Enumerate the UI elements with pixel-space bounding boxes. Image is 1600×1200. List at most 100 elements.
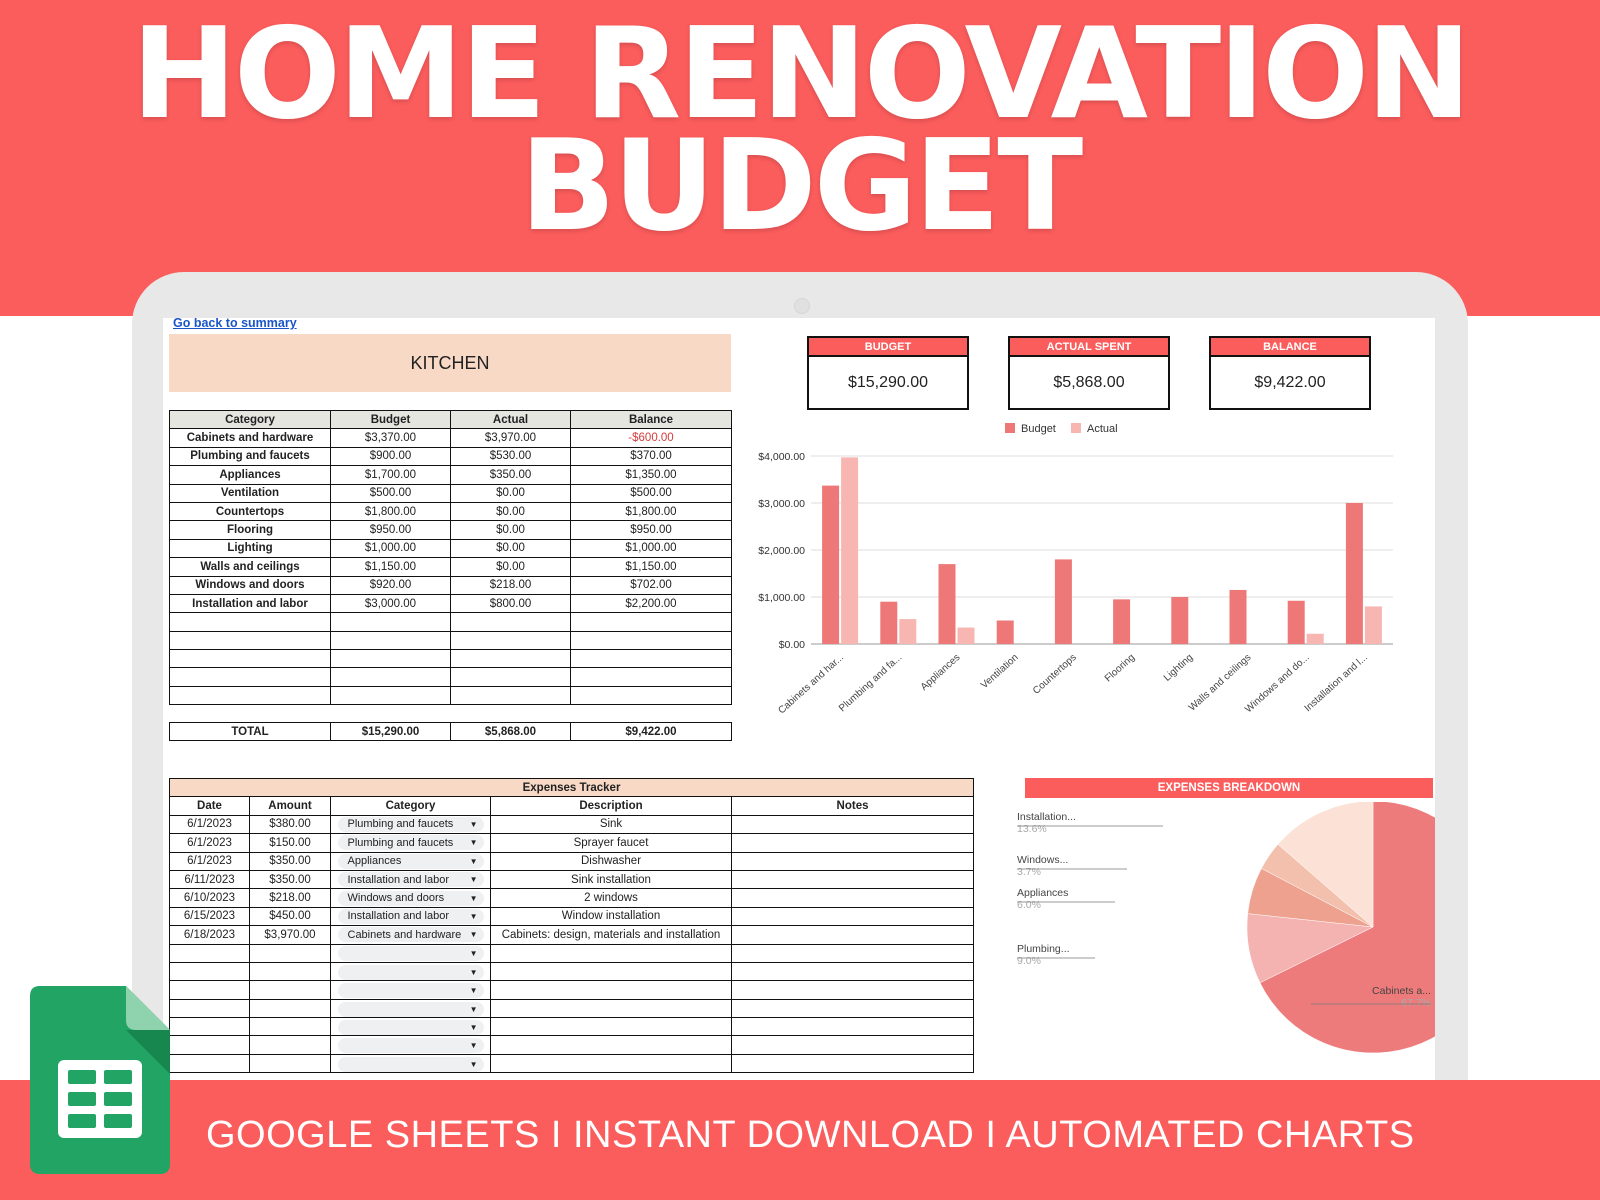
bar-budget[interactable] bbox=[1229, 589, 1247, 644]
actual-cell[interactable]: $350.00 bbox=[450, 465, 571, 485]
pie-slice[interactable] bbox=[1277, 802, 1374, 928]
empty-cell[interactable] bbox=[169, 667, 331, 687]
total-budget[interactable]: $15,290.00 bbox=[330, 721, 451, 742]
description-cell[interactable]: Sink bbox=[490, 814, 732, 835]
date-cell[interactable]: 6/1/2023 bbox=[169, 814, 250, 835]
empty-cell[interactable] bbox=[249, 998, 331, 1019]
bar-actual[interactable] bbox=[957, 627, 975, 644]
empty-cell[interactable] bbox=[730, 1017, 975, 1037]
category-dropdown[interactable]: Installation and labor ▼ bbox=[337, 908, 484, 924]
notes-cell[interactable] bbox=[730, 925, 975, 945]
actual-cell[interactable]: $0.00 bbox=[450, 501, 571, 522]
amount-cell[interactable]: $218.00 bbox=[249, 888, 331, 908]
category-cell[interactable]: Plumbing and faucets bbox=[169, 446, 331, 467]
budget-cell[interactable]: $1,150.00 bbox=[330, 557, 451, 577]
empty-cell[interactable] bbox=[450, 667, 571, 687]
empty-cell[interactable] bbox=[450, 630, 571, 651]
total-balance[interactable]: $9,422.00 bbox=[570, 721, 732, 742]
bar-budget[interactable] bbox=[880, 601, 898, 644]
actual-cell[interactable]: $0.00 bbox=[450, 520, 571, 540]
category-dropdown[interactable]: ▼ bbox=[337, 983, 484, 999]
amount-cell[interactable]: $380.00 bbox=[249, 814, 331, 835]
total-label[interactable]: TOTAL bbox=[169, 721, 331, 742]
empty-cell[interactable] bbox=[169, 1035, 250, 1055]
column-header[interactable]: Description bbox=[490, 796, 732, 816]
empty-cell[interactable] bbox=[169, 1017, 250, 1037]
budget-cell[interactable]: $1,000.00 bbox=[330, 538, 451, 559]
date-cell[interactable]: 6/10/2023 bbox=[169, 888, 250, 908]
empty-cell[interactable] bbox=[570, 667, 732, 687]
bar-budget[interactable] bbox=[822, 485, 840, 644]
description-cell[interactable]: Sprayer faucet bbox=[490, 833, 732, 853]
description-cell[interactable]: Window installation bbox=[490, 906, 732, 927]
column-header[interactable]: Date bbox=[169, 796, 250, 816]
budget-cell[interactable]: $920.00 bbox=[330, 575, 451, 595]
category-cell[interactable]: Countertops bbox=[169, 501, 331, 522]
empty-cell[interactable] bbox=[730, 1053, 975, 1074]
description-cell[interactable]: Sink installation bbox=[490, 869, 732, 890]
empty-cell[interactable] bbox=[490, 1053, 732, 1074]
bar-budget[interactable] bbox=[1345, 503, 1363, 644]
empty-cell[interactable] bbox=[169, 630, 331, 651]
category-dropdown[interactable]: Plumbing and faucets ▼ bbox=[337, 835, 484, 851]
category-dropdown[interactable]: Appliances ▼ bbox=[337, 853, 484, 869]
bar-budget[interactable] bbox=[1287, 600, 1305, 644]
bar-budget[interactable] bbox=[1113, 599, 1131, 644]
empty-cell[interactable] bbox=[169, 961, 250, 982]
balance-cell[interactable]: $1,000.00 bbox=[570, 538, 732, 559]
notes-cell[interactable] bbox=[730, 814, 975, 835]
empty-cell[interactable] bbox=[249, 1017, 331, 1037]
bar-actual[interactable] bbox=[899, 619, 917, 644]
empty-cell[interactable] bbox=[450, 612, 571, 632]
empty-cell[interactable] bbox=[169, 998, 250, 1019]
bar-budget[interactable] bbox=[1054, 559, 1072, 644]
balance-cell[interactable]: $1,800.00 bbox=[570, 501, 732, 522]
description-cell[interactable]: Dishwasher bbox=[490, 851, 732, 871]
empty-cell[interactable] bbox=[570, 612, 732, 632]
empty-cell[interactable] bbox=[730, 961, 975, 982]
empty-cell[interactable] bbox=[169, 980, 250, 1000]
empty-cell[interactable] bbox=[249, 980, 331, 1000]
budget-cell[interactable]: $3,000.00 bbox=[330, 593, 451, 614]
bar-actual[interactable] bbox=[1364, 606, 1382, 644]
empty-cell[interactable] bbox=[490, 980, 732, 1000]
actual-cell[interactable]: $800.00 bbox=[450, 593, 571, 614]
balance-cell[interactable]: $702.00 bbox=[570, 575, 732, 595]
balance-cell[interactable]: $370.00 bbox=[570, 446, 732, 467]
category-dropdown[interactable]: ▼ bbox=[337, 1020, 484, 1035]
category-dropdown[interactable]: Plumbing and faucets ▼ bbox=[337, 816, 484, 832]
balance-cell[interactable]: -$600.00 bbox=[570, 428, 732, 448]
category-dropdown[interactable]: ▼ bbox=[337, 964, 484, 980]
empty-cell[interactable] bbox=[249, 943, 331, 963]
total-actual[interactable]: $5,868.00 bbox=[450, 721, 571, 742]
empty-cell[interactable] bbox=[169, 612, 331, 632]
empty-cell[interactable] bbox=[570, 630, 732, 651]
back-to-summary-link[interactable]: Go back to summary bbox=[173, 318, 297, 330]
empty-cell[interactable] bbox=[169, 1053, 250, 1074]
description-cell[interactable]: Cabinets: design, materials and installa… bbox=[490, 925, 732, 945]
actual-cell[interactable]: $218.00 bbox=[450, 575, 571, 595]
amount-cell[interactable]: $3,970.00 bbox=[249, 925, 331, 945]
empty-cell[interactable] bbox=[730, 980, 975, 1000]
notes-cell[interactable] bbox=[730, 888, 975, 908]
empty-cell[interactable] bbox=[330, 685, 451, 706]
empty-cell[interactable] bbox=[330, 649, 451, 669]
column-header[interactable]: Notes bbox=[730, 796, 975, 816]
empty-cell[interactable] bbox=[490, 1035, 732, 1055]
balance-cell[interactable]: $2,200.00 bbox=[570, 593, 732, 614]
date-cell[interactable]: 6/18/2023 bbox=[169, 925, 250, 945]
date-cell[interactable]: 6/1/2023 bbox=[169, 851, 250, 871]
column-header[interactable]: Actual bbox=[450, 409, 571, 430]
category-cell[interactable]: Lighting bbox=[169, 538, 331, 559]
pie-slice[interactable] bbox=[1259, 802, 1435, 1054]
balance-cell[interactable]: $500.00 bbox=[570, 483, 732, 503]
empty-cell[interactable] bbox=[730, 943, 975, 963]
actual-cell[interactable]: $530.00 bbox=[450, 446, 571, 467]
bar-actual[interactable] bbox=[841, 457, 859, 644]
empty-cell[interactable] bbox=[730, 1035, 975, 1055]
amount-cell[interactable]: $450.00 bbox=[249, 906, 331, 927]
category-cell[interactable]: Appliances bbox=[169, 465, 331, 485]
category-dropdown[interactable]: ▼ bbox=[337, 1038, 484, 1054]
empty-cell[interactable] bbox=[249, 1053, 331, 1074]
empty-cell[interactable] bbox=[169, 649, 331, 669]
